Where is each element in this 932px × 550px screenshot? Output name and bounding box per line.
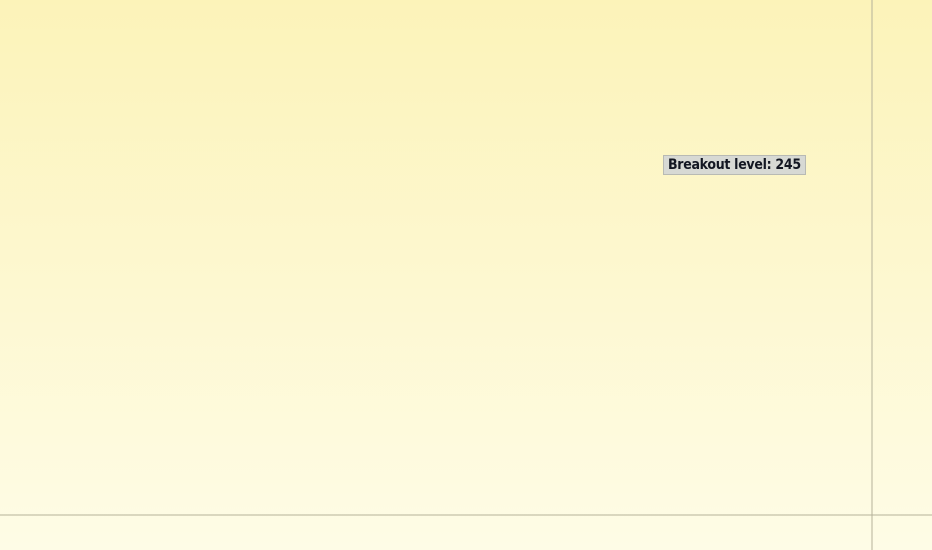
breakout-annotation: Breakout level: 245 xyxy=(663,155,806,175)
